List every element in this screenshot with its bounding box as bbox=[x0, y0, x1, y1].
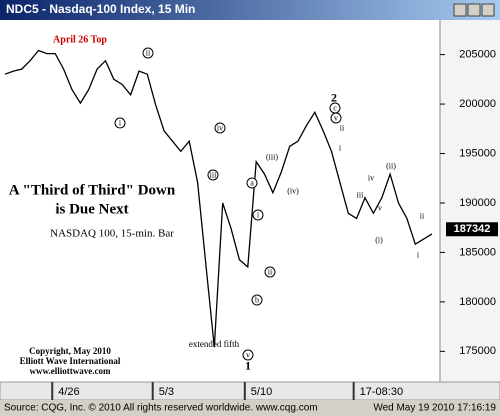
wave-circle bbox=[214, 122, 226, 134]
wave-label: a bbox=[250, 178, 254, 187]
wave-label: iii bbox=[210, 170, 217, 179]
wave-label: i bbox=[119, 118, 122, 127]
wave-circle bbox=[251, 294, 263, 306]
wave-label: ii bbox=[146, 48, 151, 57]
wave-label: iv bbox=[368, 173, 374, 182]
wave-label: i bbox=[417, 250, 420, 259]
maximize-button[interactable] bbox=[467, 3, 481, 17]
wave-label: c bbox=[333, 103, 337, 112]
subtitle: NASDAQ 100, 15-min. Bar bbox=[50, 228, 174, 240]
wave-label: (iii) bbox=[266, 152, 278, 161]
wave-label: (iv) bbox=[287, 186, 299, 195]
copyright: Elliott Wave International bbox=[20, 356, 121, 366]
y-tick-label: 205000 bbox=[459, 49, 496, 61]
y-tick-label: 190000 bbox=[459, 197, 496, 209]
wave-circle bbox=[207, 169, 219, 181]
wave-label: ii bbox=[268, 267, 273, 276]
x-tick-label: 5/10 bbox=[251, 386, 272, 398]
wave-label: 1 bbox=[245, 358, 251, 372]
wave-label: (ii) bbox=[386, 161, 396, 170]
wave-label: iii bbox=[357, 190, 364, 199]
wave-label: v bbox=[334, 113, 338, 122]
wave-circle bbox=[330, 112, 342, 124]
price-line bbox=[4, 49, 433, 348]
y-tick-label: 195000 bbox=[459, 147, 496, 159]
y-tick-label: 175000 bbox=[459, 345, 496, 357]
last-price-box bbox=[446, 222, 498, 237]
headline: A "Third of Third" Down bbox=[9, 182, 176, 198]
close-button[interactable] bbox=[481, 3, 495, 17]
copyright: www.elliottwave.com bbox=[30, 366, 111, 376]
x-tick-label: 17-08:30 bbox=[360, 386, 403, 398]
wave-circle bbox=[246, 177, 258, 189]
title-bar bbox=[0, 0, 500, 20]
footer-date: Wed May 19 2010 17:16:19 bbox=[373, 403, 496, 414]
wave-label: i bbox=[339, 143, 342, 152]
wave-label: v bbox=[246, 350, 250, 359]
wave-label: ii bbox=[340, 123, 345, 132]
footer-source: Source: CQG, Inc. © 2010 All rights rese… bbox=[4, 403, 318, 414]
wave-label: iv bbox=[217, 123, 223, 132]
status-bar bbox=[0, 400, 500, 416]
wave-circle bbox=[264, 266, 276, 278]
y-tick-label: 200000 bbox=[459, 98, 496, 110]
wave-label: 2 bbox=[331, 90, 337, 104]
last-price: 187342 bbox=[454, 223, 491, 235]
wave-circle bbox=[142, 47, 154, 59]
wave-circle bbox=[242, 349, 254, 361]
x-tick-label: 5/3 bbox=[159, 386, 174, 398]
wave-label: b bbox=[255, 295, 259, 304]
wave-label: (i) bbox=[375, 235, 383, 244]
y-tick-label: 185000 bbox=[459, 246, 496, 258]
top-label: April 26 Top bbox=[53, 34, 107, 45]
wave-circle bbox=[114, 117, 126, 129]
wave-label: i bbox=[257, 210, 260, 219]
wave-circle bbox=[252, 209, 264, 221]
y-tick-label: 180000 bbox=[459, 296, 496, 308]
x-tick-label: 4/26 bbox=[58, 386, 79, 398]
window-buttons[interactable] bbox=[453, 3, 495, 17]
wave-label: v bbox=[378, 203, 382, 212]
copyright: Copyright, May 2010 bbox=[29, 346, 111, 356]
headline: is Due Next bbox=[55, 201, 128, 217]
wave-label: ii bbox=[420, 211, 425, 220]
chart-title: NDC5 - Nasdaq-100 Index, 15 Min bbox=[6, 2, 195, 16]
minimize-button[interactable] bbox=[453, 3, 467, 17]
